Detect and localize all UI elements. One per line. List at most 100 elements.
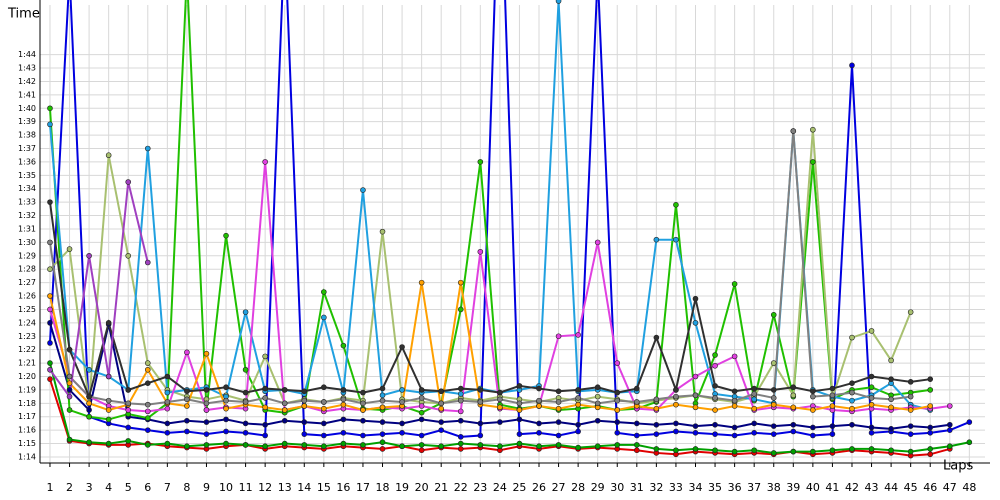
- series-line: [49, 362, 970, 454]
- series-line: [48, 0, 970, 438]
- lap-marker: [321, 384, 327, 391]
- lap-marker: [829, 392, 836, 399]
- lap-marker: [66, 380, 73, 387]
- lap-marker: [653, 421, 660, 428]
- lap-marker: [66, 373, 73, 380]
- lap-marker: [927, 403, 934, 409]
- lap-marker: [242, 430, 249, 436]
- lap-marker: [164, 440, 171, 447]
- lap-marker: [829, 385, 836, 392]
- lap-marker: [673, 428, 679, 435]
- lap-marker: [360, 389, 366, 396]
- lap-marker: [105, 152, 112, 159]
- lap-marker: [203, 419, 210, 425]
- x-tick-label: 28: [571, 481, 585, 494]
- lap-marker: [125, 407, 132, 413]
- lap-marker: [907, 393, 914, 400]
- x-tick-label: 16: [336, 481, 350, 494]
- lap-marker: [438, 427, 444, 433]
- lap-marker: [223, 397, 229, 404]
- y-axis-label: Time: [7, 7, 40, 22]
- y-tick-label: 1:33: [18, 198, 36, 207]
- lap-marker: [751, 385, 757, 392]
- lap-marker: [829, 447, 836, 454]
- lap-marker: [731, 353, 738, 360]
- lap-marker: [614, 407, 621, 413]
- x-tick-label: 38: [767, 481, 781, 494]
- lap-marker: [184, 428, 190, 435]
- lap-marker: [516, 407, 523, 413]
- lap-marker: [86, 407, 92, 413]
- lap-marker: [164, 430, 171, 436]
- lap-marker: [849, 446, 855, 452]
- lap-marker: [946, 443, 953, 450]
- y-tick-label: 1:35: [18, 171, 36, 180]
- lap-marker: [418, 409, 425, 416]
- x-tick-label: 33: [669, 481, 683, 494]
- x-tick-label: 13: [278, 481, 292, 494]
- lap-marker: [457, 391, 464, 397]
- lap-marker: [849, 380, 855, 387]
- lap-marker: [868, 328, 875, 334]
- lap-marker: [301, 403, 308, 409]
- lap-marker: [888, 426, 894, 432]
- lap-marker: [731, 397, 738, 404]
- lap-marker: [418, 403, 425, 409]
- x-tick-label: 9: [203, 481, 210, 494]
- lap-marker: [86, 393, 92, 400]
- lap-marker: [790, 421, 797, 428]
- lap-marker: [555, 432, 562, 439]
- lap-marker: [614, 397, 621, 404]
- lap-marker: [203, 350, 210, 357]
- lap-marker: [360, 442, 366, 448]
- lap-marker: [477, 387, 484, 393]
- x-tick-label: 41: [825, 481, 839, 494]
- lap-marker: [927, 424, 934, 431]
- lap-marker: [47, 293, 53, 299]
- lap-marker: [536, 443, 542, 450]
- lap-marker: [575, 444, 581, 451]
- lap-marker: [888, 396, 894, 403]
- lap-marker: [321, 443, 327, 450]
- lap-marker: [457, 306, 464, 313]
- lap-marker: [144, 415, 151, 421]
- lap-marker: [438, 388, 444, 395]
- lap-marker: [536, 420, 542, 427]
- lap-marker: [203, 407, 210, 413]
- lap-marker: [340, 396, 347, 403]
- x-tick-label: 45: [904, 481, 918, 494]
- y-tick-label: 1:36: [18, 157, 36, 166]
- lap-marker: [731, 448, 738, 455]
- lap-marker: [457, 434, 464, 440]
- lap-marker: [477, 420, 484, 427]
- lap-marker: [555, 333, 562, 340]
- lap-marker: [634, 447, 640, 454]
- lap-marker: [105, 373, 112, 380]
- lap-marker: [379, 439, 386, 446]
- lap-marker: [810, 424, 816, 431]
- lap-marker: [321, 420, 327, 427]
- lap-marker: [164, 399, 171, 405]
- lap-marker: [47, 360, 53, 366]
- lap-marker: [497, 443, 503, 450]
- lap-marker: [594, 384, 601, 391]
- lap-marker: [379, 385, 386, 392]
- lap-marker: [360, 187, 366, 193]
- lap-marker: [340, 430, 347, 436]
- y-tick-label: 1:18: [18, 399, 36, 408]
- lap-marker: [614, 360, 621, 366]
- y-tick-label: 1:31: [18, 224, 36, 233]
- lap-marker: [321, 314, 327, 321]
- lap-marker: [379, 419, 386, 425]
- y-tick-label: 1:29: [18, 251, 36, 260]
- y-tick-label: 1:22: [18, 345, 36, 354]
- x-tick-label: 40: [806, 481, 820, 494]
- x-tick-label: 18: [376, 481, 390, 494]
- lap-marker: [184, 417, 190, 424]
- lap-marker: [751, 430, 757, 436]
- lap-marker: [242, 309, 249, 315]
- y-tick-label: 1:24: [18, 318, 36, 327]
- lap-marker: [946, 421, 953, 428]
- lap-marker: [144, 408, 151, 415]
